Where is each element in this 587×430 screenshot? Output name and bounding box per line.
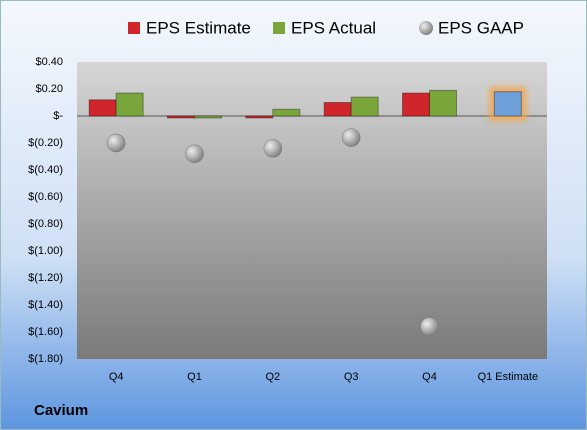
x-tick-label: Q1 <box>187 371 202 383</box>
bar <box>167 115 195 119</box>
x-tick-label: Q4 <box>109 371 124 383</box>
bar <box>115 92 144 117</box>
bar <box>350 96 379 117</box>
y-tick-label: $(0.60) <box>28 191 63 203</box>
legend-label: EPS Actual <box>291 18 376 37</box>
legend-swatch <box>419 21 433 35</box>
bar <box>323 102 352 117</box>
footer: Cavium <box>34 402 88 419</box>
plot-area <box>77 62 547 359</box>
y-tick-label: $(0.80) <box>28 218 63 230</box>
point <box>263 139 283 158</box>
y-tick-label: $- <box>53 110 63 122</box>
bar <box>493 91 522 117</box>
point <box>341 128 361 147</box>
bar <box>194 115 222 119</box>
bar <box>402 92 430 117</box>
y-tick-label: $(1.60) <box>28 326 63 338</box>
bar <box>272 108 301 117</box>
x-tick-label: Q2 <box>265 371 280 383</box>
bar <box>429 89 457 117</box>
bar <box>88 99 117 117</box>
legend-label: EPS Estimate <box>146 18 251 37</box>
y-tick-label: $0.20 <box>35 83 63 95</box>
y-tick-label: $(1.40) <box>28 299 63 311</box>
point <box>106 133 126 153</box>
point <box>185 144 204 164</box>
legend-swatch <box>128 22 140 34</box>
point <box>420 317 439 336</box>
legend-swatch <box>273 22 285 34</box>
bar <box>245 115 274 119</box>
y-tick-label: $(0.20) <box>28 137 63 149</box>
y-tick-label: $(1.20) <box>28 272 63 284</box>
y-tick-label: $0.40 <box>35 56 63 68</box>
y-tick-label: $(1.00) <box>28 245 63 257</box>
y-tick-label: $(0.40) <box>28 164 63 176</box>
y-tick-label: $(1.80) <box>28 353 63 365</box>
legend-label: EPS GAAP <box>438 18 524 37</box>
x-tick-label: Q1 Estimate <box>478 371 539 383</box>
x-tick-label: Q4 <box>422 371 437 383</box>
x-tick-label: Q3 <box>344 371 359 383</box>
